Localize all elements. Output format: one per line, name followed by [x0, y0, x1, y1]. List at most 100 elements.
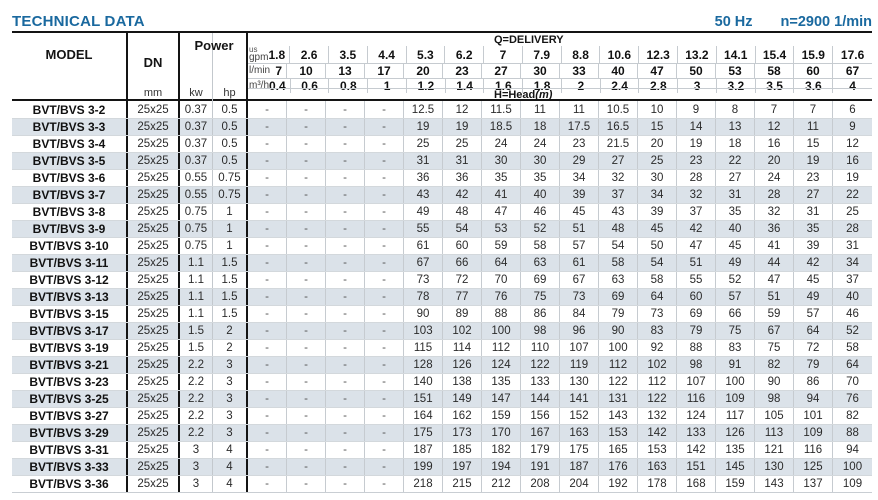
head-value-cell: 37 — [677, 204, 716, 220]
head-value-cell: 91 — [716, 357, 755, 373]
unit-value-cell: 13.2 — [678, 46, 717, 63]
head-value-cell: 16.5 — [599, 119, 638, 135]
head-value-cell: 29 — [560, 153, 599, 169]
unit-value: 17.6 — [840, 47, 865, 62]
head-value-cell: 20 — [755, 153, 794, 169]
kw-cell: 0.37 — [180, 153, 213, 169]
unit-value-cell: 53 — [716, 64, 755, 78]
unit-value-cell: 14.1 — [717, 46, 756, 63]
head-value-cell: 12 — [846, 138, 859, 150]
unit-value: 8.8 — [572, 47, 589, 62]
model-cell: BVT/BVS 3-8 — [12, 204, 128, 220]
delivery-header-block: Q=DELIVERY us gpm 1.8 2.6 3.5 4.4 5.3 6.2 7 7.9 8.… — [248, 33, 872, 101]
head-value-cell: 66 — [443, 255, 482, 271]
head-title: H=Head(m) — [494, 89, 552, 101]
kw-cell: 0.37 — [180, 136, 213, 152]
head-value-cell: - — [326, 136, 365, 152]
head-value-cell: 76 — [482, 289, 521, 305]
model-header-label: MODEL — [45, 47, 93, 62]
head-value-cell: 55 — [404, 221, 443, 237]
unit-value-cell: 3.5 — [756, 79, 795, 93]
head-value-cell: 40 — [521, 187, 560, 203]
head-value-cell: 147 — [482, 391, 521, 407]
head-value-cell: 9 — [849, 121, 856, 133]
head-value-cell: 138 — [443, 374, 482, 390]
head-value-cell: 175 — [404, 425, 443, 441]
head-value-cell: 72 — [443, 272, 482, 288]
head-value-cell: - — [326, 340, 365, 356]
hp-cell: 2 — [213, 340, 248, 356]
kw-cell: 0.75 — [180, 204, 213, 220]
head-value-cell: - — [287, 442, 326, 458]
unit-value: 3.2 — [727, 79, 745, 93]
unit-value-cell: 2.8 — [639, 79, 679, 93]
unit-value-cell: 0.6 — [291, 79, 330, 93]
head-value-cell: - — [365, 170, 404, 186]
unit-value-cell: 1.4 — [446, 79, 485, 93]
head-value-cell: 142 — [677, 442, 716, 458]
head-value-cell: 31 — [443, 153, 482, 169]
head-value-cell: - — [248, 204, 287, 220]
head-value-cell: 133 — [677, 425, 716, 441]
head-value-cell: 23 — [794, 170, 833, 186]
head-value-cell: - — [326, 323, 365, 339]
head-value-cell: - — [248, 442, 287, 458]
unit-value-cell: 4.4 — [368, 46, 407, 63]
unit-label-top: us — [249, 45, 258, 54]
head-value-cell: 23 — [677, 153, 716, 169]
model-cell: BVT/BVS 3-2 — [12, 101, 128, 118]
head-value-cell: 28 — [677, 170, 716, 186]
head-value-cell: 63 — [599, 272, 638, 288]
head-value-cell: 149 — [443, 391, 482, 407]
head-value-cell: 88 — [677, 340, 716, 356]
table-row: BVT/BVS 3-6 25x25 0.55 0.75- - - -36 36 35 35 34 32… — [12, 169, 872, 186]
unit-value-cell: 2 — [562, 79, 601, 93]
head-value-cell: 89 — [443, 306, 482, 322]
head-value-cell: - — [287, 459, 326, 475]
head-value-cell: 25 — [638, 153, 677, 169]
kw-cell: 0.75 — [180, 221, 213, 237]
head-value-cell: - — [287, 391, 326, 407]
table-row: BVT/BVS 3-27 25x25 2.2 3- - - -164 162 159 156 152… — [12, 407, 872, 424]
head-value-cell: - — [326, 170, 365, 186]
head-value-cell: 28 — [846, 223, 859, 235]
head-value-cell: 126 — [716, 425, 755, 441]
head-value-cell: 57 — [560, 238, 599, 254]
table-row: BVT/BVS 3-9 25x25 0.75 1- - - -55 54 53 52 51 48 45 4… — [12, 220, 872, 237]
head-value-cell: 218 — [404, 476, 443, 492]
head-value-cell: - — [248, 323, 287, 339]
head-value-cell: 45 — [716, 238, 755, 254]
head-value-cell: - — [326, 238, 365, 254]
head-value-cell: 10 — [638, 101, 677, 118]
head-value-cell: 22 — [846, 189, 859, 201]
head-value-cell: 58 — [638, 272, 677, 288]
head-value-cell: 128 — [404, 357, 443, 373]
head-value-cell: 42 — [677, 221, 716, 237]
head-value-cell: 46 — [846, 308, 859, 320]
hp-column-header: hp — [213, 33, 248, 101]
head-value-cell: - — [326, 255, 365, 271]
head-value-cell: - — [326, 101, 365, 118]
head-value-cell: - — [365, 204, 404, 220]
head-value-cell: 179 — [521, 442, 560, 458]
table-body: BVT/BVS 3-2 25x25 0.37 0.5- - - -12.5 12 11.5 11 1… — [12, 101, 872, 493]
head-value-cell: 25 — [443, 136, 482, 152]
model-cell: BVT/BVS 3-10 — [12, 238, 128, 254]
hp-cell: 1.5 — [213, 289, 248, 305]
table-row: BVT/BVS 3-25 25x25 2.2 3- - - -151 149 147 144 141… — [12, 390, 872, 407]
head-value-cell: 18.5 — [482, 119, 521, 135]
dn-cell: 25x25 — [128, 255, 180, 271]
head-value-cell: - — [248, 476, 287, 492]
head-value-cell: 11.5 — [482, 101, 521, 118]
head-value-cell: 36 — [404, 170, 443, 186]
head-value-cell: - — [365, 391, 404, 407]
kw-cell: 2.2 — [180, 425, 213, 441]
unit-value: 1 — [383, 79, 391, 93]
table-row: BVT/BVS 3-21 25x25 2.2 3- - - -128 126 124 122 119… — [12, 356, 872, 373]
head-value-cell: 6 — [849, 103, 856, 116]
unit-value: 1.8 — [268, 47, 286, 62]
delivery-title-line: Q=DELIVERY — [248, 33, 872, 46]
head-value-cell: - — [326, 476, 365, 492]
head-value-cell: 24 — [482, 136, 521, 152]
head-value-cell: 102 — [443, 323, 482, 339]
